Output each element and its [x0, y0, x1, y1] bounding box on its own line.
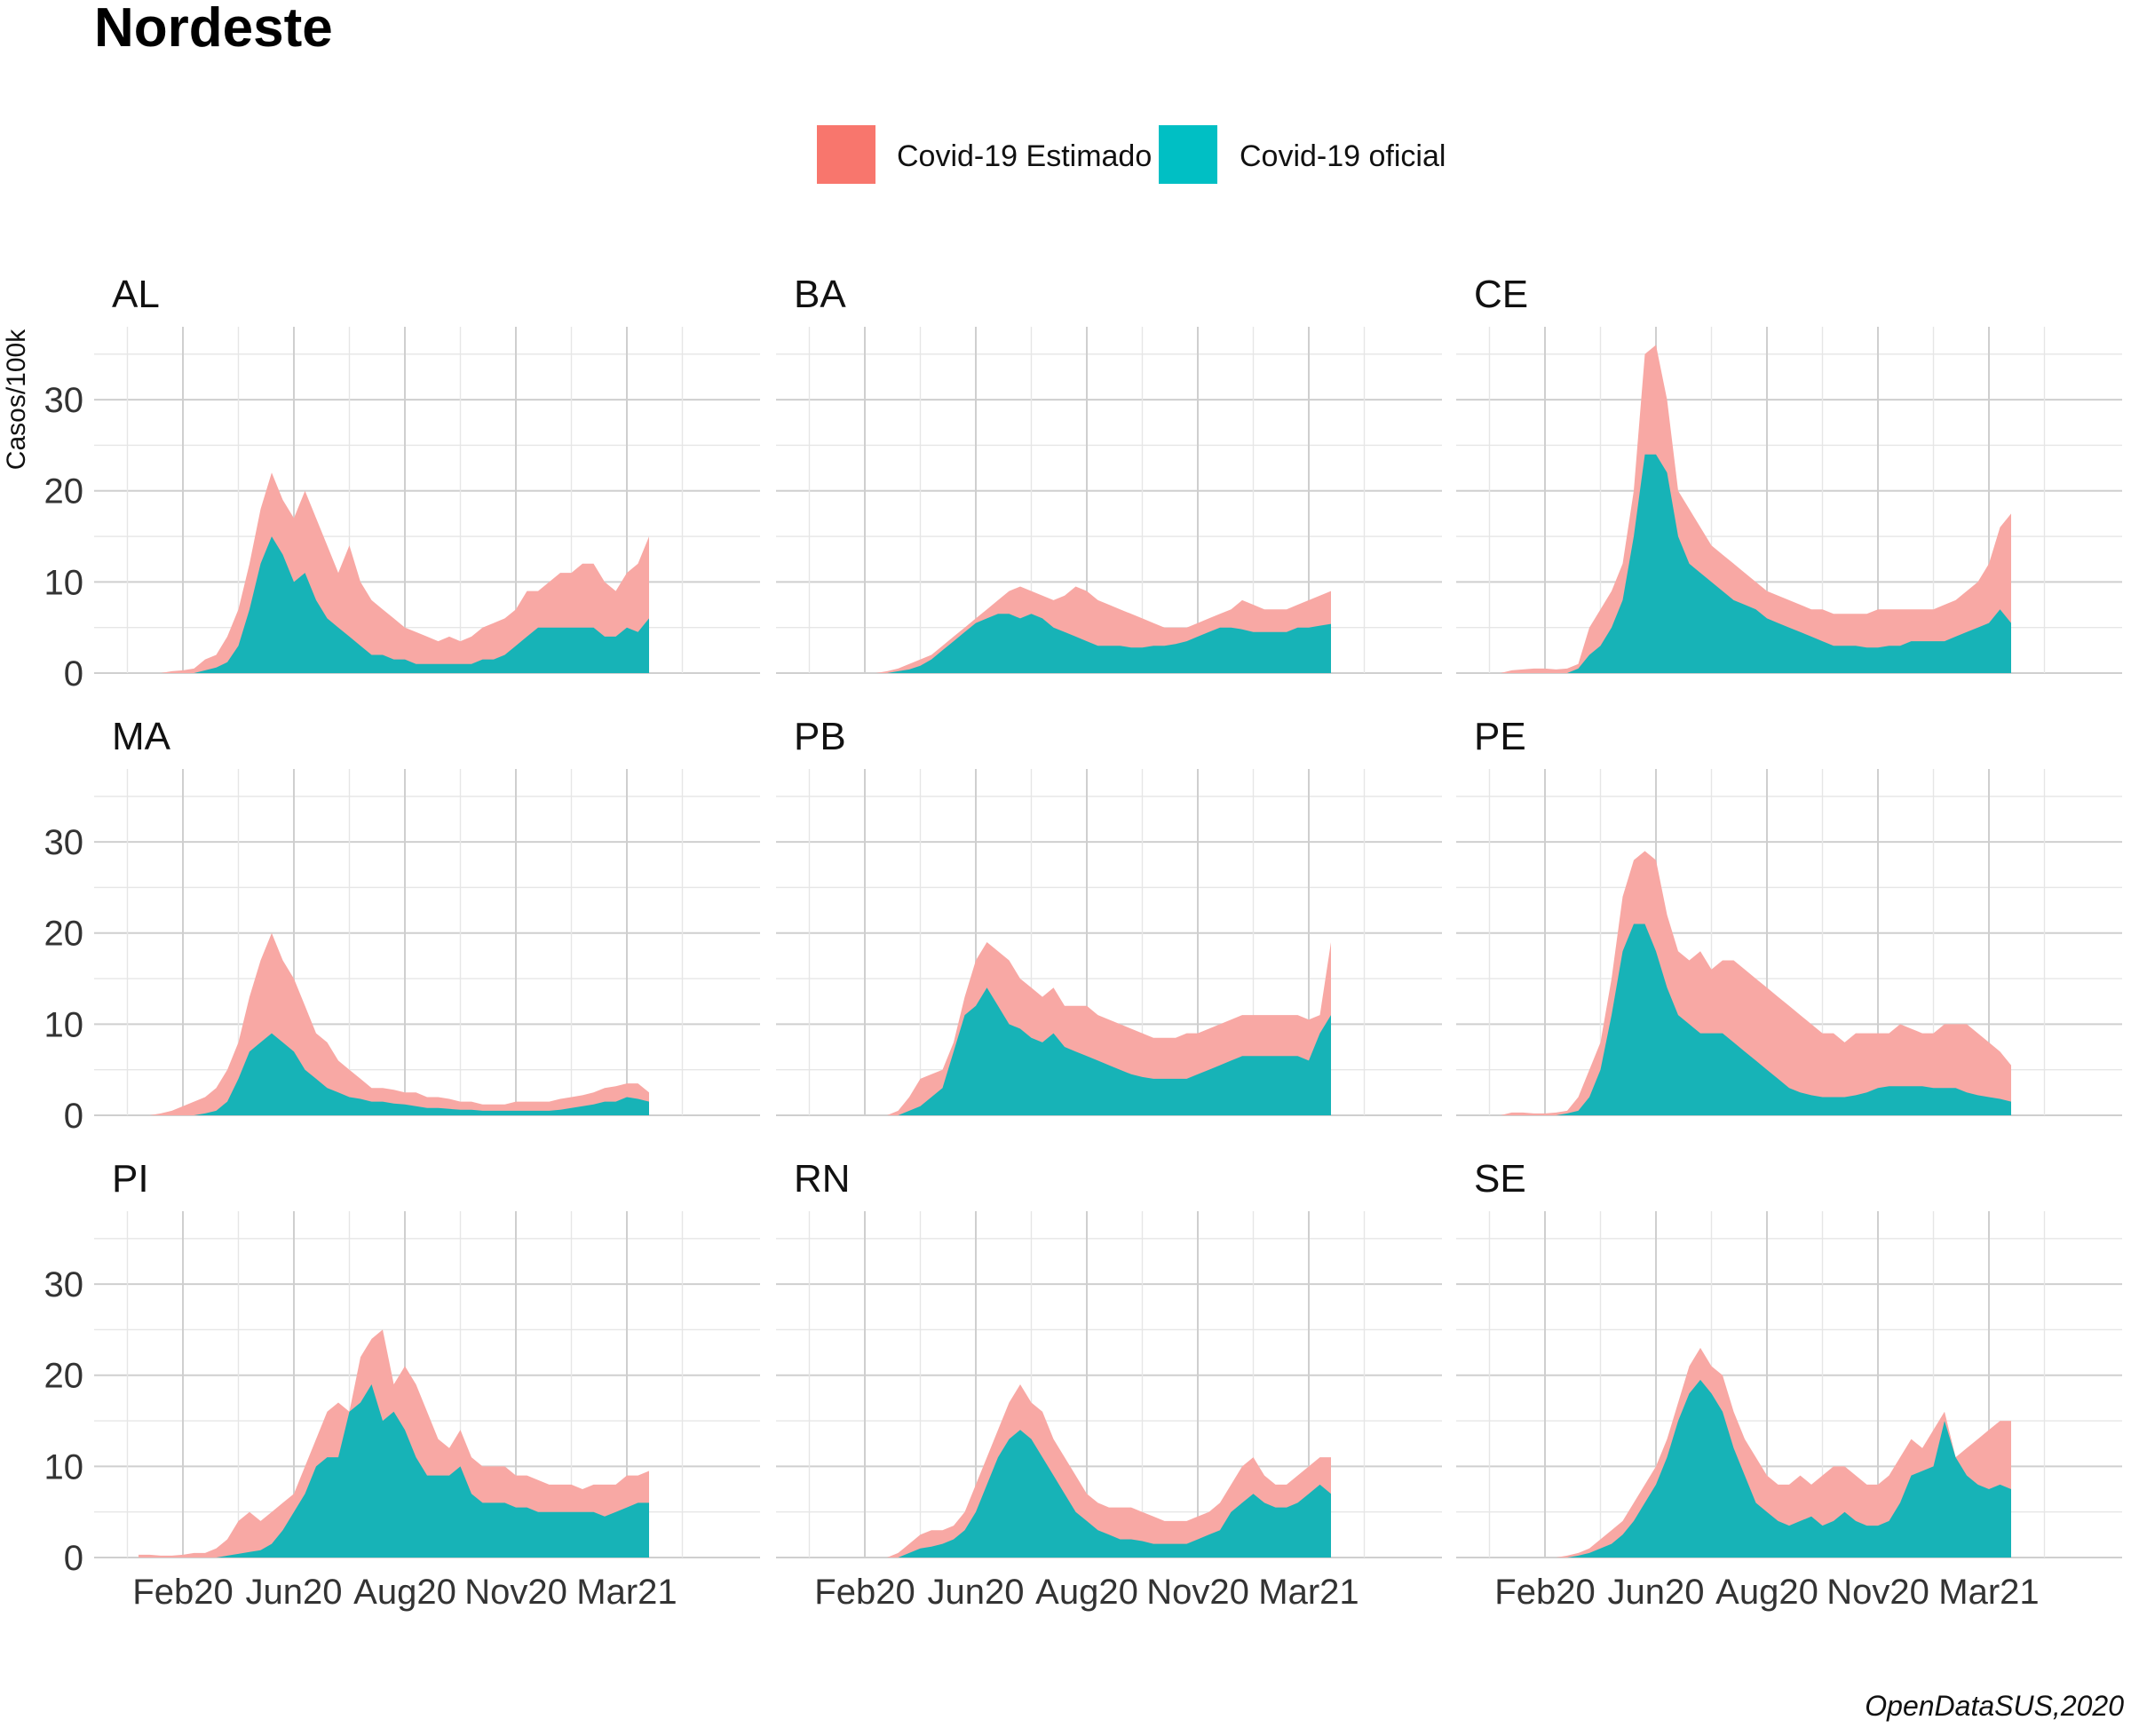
caption: OpenDataSUS,2020 [1865, 1690, 2124, 1722]
x-tick-label: Feb20 [814, 1573, 915, 1612]
area-covid-oficial [139, 536, 649, 673]
y-tick-label: 0 [64, 1097, 83, 1136]
area-covid-oficial [1501, 454, 2011, 673]
facet-label: RN [794, 1157, 851, 1201]
legend-label-estimado: Covid-19 Estimado [897, 139, 1152, 173]
facet-label: BA [794, 273, 846, 316]
y-axis-label: Casos/100k [2, 329, 31, 470]
facet-label: PE [1474, 715, 1526, 758]
area-covid-oficial [139, 1384, 649, 1558]
facet-ba: BA [776, 273, 1442, 674]
x-tick-label: Aug20 [353, 1573, 456, 1612]
facet-ce: CE [1456, 273, 2122, 674]
y-tick-label: 30 [44, 381, 84, 420]
facet-pb: PB [776, 715, 1442, 1116]
x-tick-label: Jun20 [1608, 1573, 1705, 1612]
x-tick-label: Nov20 [1146, 1573, 1249, 1612]
y-tick-label: 10 [44, 1447, 84, 1486]
facet-pi: PI 0 10 20 30 Feb20 Jun20 Aug20 Nov20 Mar21 [44, 1157, 760, 1612]
x-tick-label: Mar21 [1938, 1573, 2039, 1612]
facet-label: PB [794, 715, 846, 758]
legend: Covid-19 Estimado Covid-19 oficial [817, 125, 1446, 184]
x-tick-label: Aug20 [1035, 1573, 1138, 1612]
facet-se: SE Feb20 Jun20 Aug20 Nov20 Mar21 [1456, 1157, 2122, 1612]
x-tick-label: Feb20 [1494, 1573, 1595, 1612]
facet-al: AL 0 10 20 30 [44, 273, 760, 694]
x-tick-label: Mar21 [1258, 1573, 1359, 1612]
y-tick-label: 30 [44, 1265, 84, 1304]
facet-pe: PE [1456, 715, 2122, 1116]
legend-key-estimado [817, 125, 875, 184]
y-tick-label: 20 [44, 472, 84, 511]
area-covid-oficial [1501, 923, 2011, 1115]
x-tick-label: Mar21 [576, 1573, 677, 1612]
x-tick-label: Aug20 [1715, 1573, 1818, 1612]
x-tick-label: Feb20 [132, 1573, 233, 1612]
legend-label-oficial: Covid-19 oficial [1240, 139, 1446, 173]
y-tick-label: 30 [44, 823, 84, 862]
area-covid-estimado [1501, 1347, 2011, 1558]
area-covid-oficial [1501, 1379, 2011, 1558]
legend-key-oficial [1159, 125, 1217, 184]
x-tick-label: Jun20 [246, 1573, 343, 1612]
x-tick-label: Jun20 [928, 1573, 1025, 1612]
chart-title: Nordeste [94, 0, 333, 59]
facet-label: PI [112, 1157, 149, 1201]
y-tick-label: 10 [44, 1005, 84, 1044]
facet-label: MA [112, 715, 171, 758]
y-tick-label: 20 [44, 915, 84, 954]
area-covid-oficial [820, 614, 1331, 673]
y-tick-label: 20 [44, 1357, 84, 1396]
y-tick-label: 10 [44, 563, 84, 602]
area-covid-estimado [820, 1384, 1331, 1558]
x-tick-label: Nov20 [464, 1573, 567, 1612]
facet-label: SE [1474, 1157, 1526, 1201]
area-covid-oficial [139, 1033, 649, 1115]
y-tick-label: 0 [64, 1539, 83, 1578]
facet-ma: MA 0 10 20 30 [44, 715, 760, 1136]
y-tick-label: 0 [64, 654, 83, 694]
facet-rn: RN Feb20 Jun20 Aug20 Nov20 Mar21 [776, 1157, 1442, 1612]
area-covid-oficial [820, 1430, 1331, 1558]
x-tick-label: Nov20 [1826, 1573, 1929, 1612]
facet-label: AL [112, 273, 160, 316]
facet-panels: AL 0 10 20 30 BA CE MA 0 10 20 30 PB PE PI 0 10 20 30 Feb20… [44, 273, 2122, 1612]
area-covid-oficial [820, 987, 1331, 1115]
facet-label: CE [1474, 273, 1528, 316]
